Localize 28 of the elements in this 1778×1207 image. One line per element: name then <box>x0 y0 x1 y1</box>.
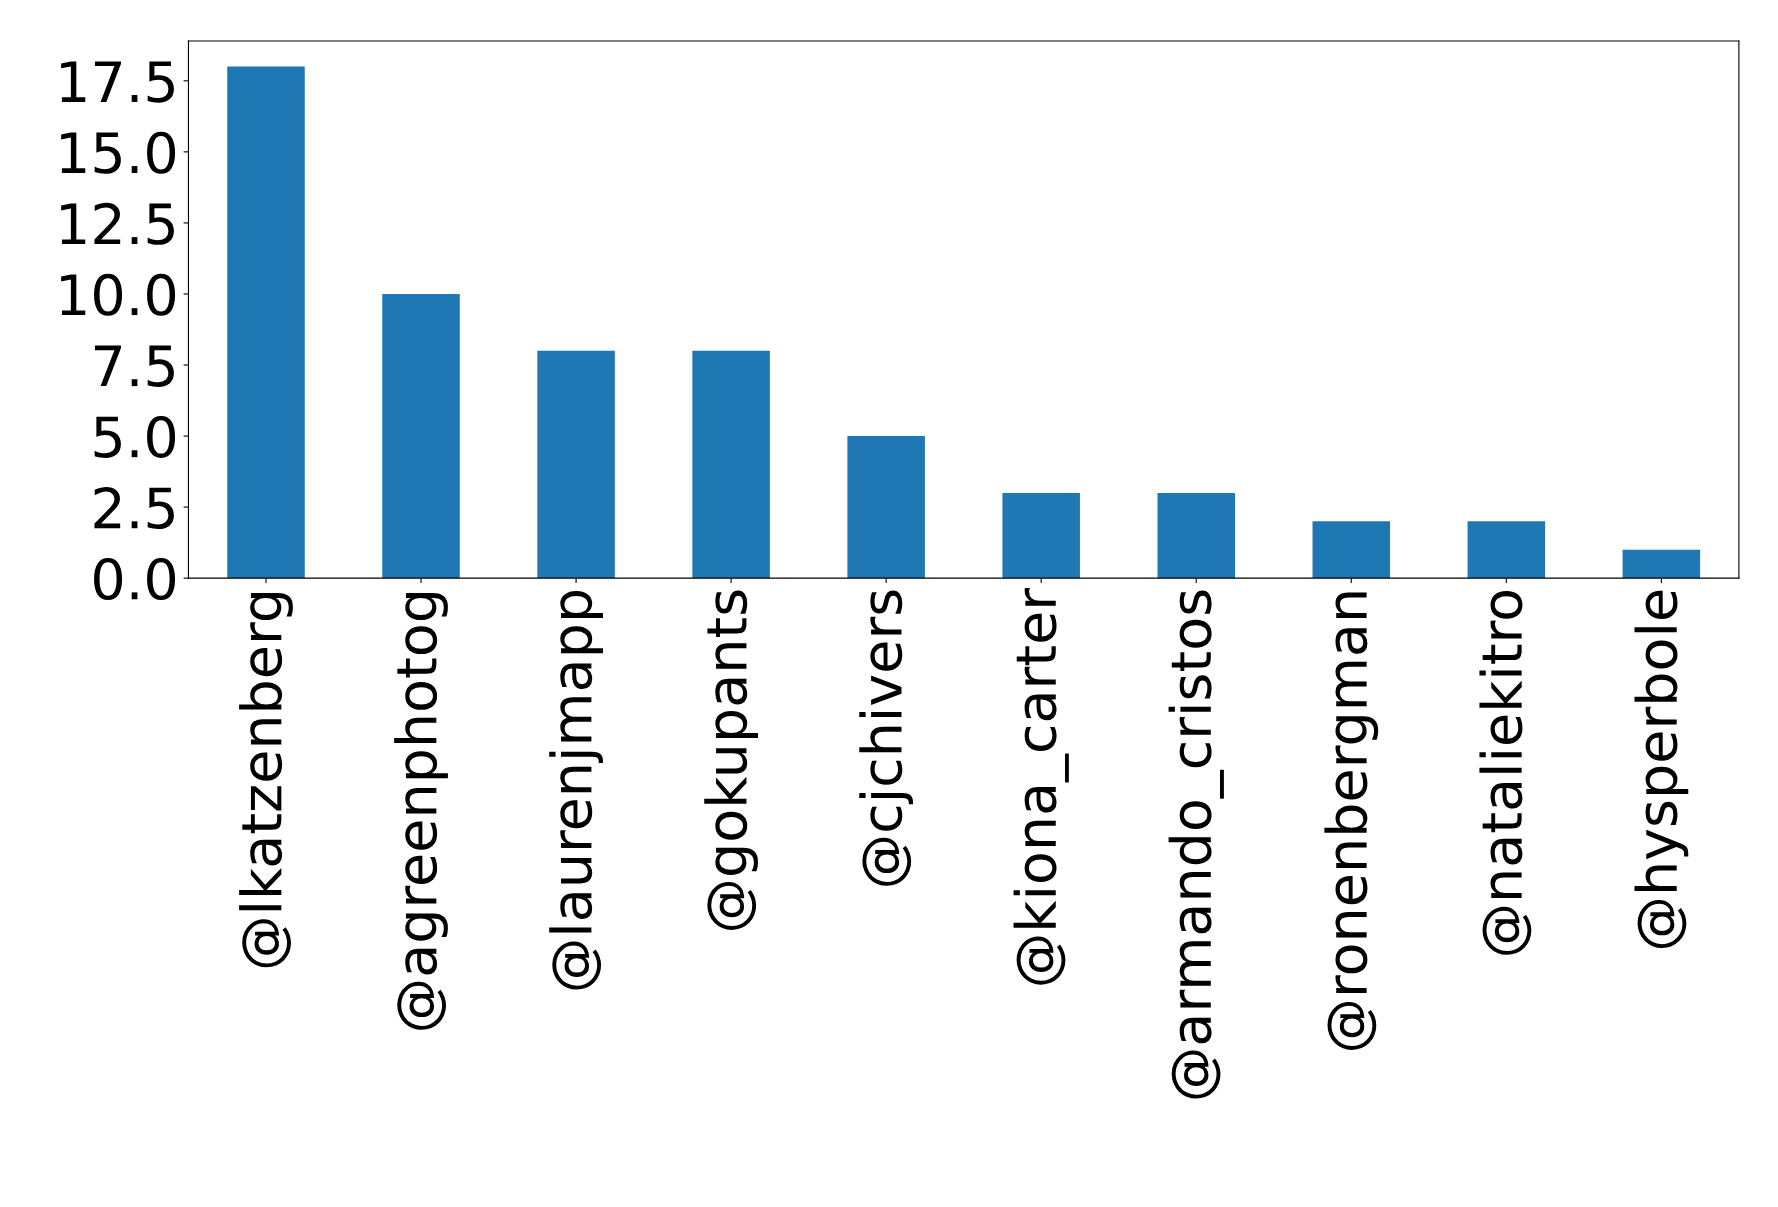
bar <box>1467 521 1546 579</box>
y-tick-label: 17.5 <box>61 61 174 103</box>
bar <box>227 66 305 579</box>
y-tick-label: 15.0 <box>61 131 176 174</box>
x-tick-label: @ronenbergman <box>1324 592 1379 1050</box>
y-tick-label: 12.5 <box>61 202 174 245</box>
x-tick-label: @cjchivers <box>859 590 914 886</box>
bar <box>1622 549 1701 579</box>
x-tick-label: @lkatzenberg <box>239 592 293 968</box>
x-tick-label: @kiona_carter <box>1013 587 1069 985</box>
x-tick-label: @armando_cristos <box>1168 590 1224 1099</box>
x-tick-label: @hysperbole <box>1634 590 1689 948</box>
y-tick-label: 7.5 <box>94 345 174 387</box>
x-tick-label: @gokupants <box>704 590 758 930</box>
bar <box>382 293 460 579</box>
y-tick-label: 0.0 <box>94 558 176 601</box>
x-tick-label: @laurenjmapp <box>549 590 603 990</box>
bar <box>537 350 615 579</box>
bar <box>1157 492 1235 579</box>
y-tick-label: 5.0 <box>94 415 176 458</box>
bar <box>692 350 770 579</box>
bar <box>1002 492 1080 579</box>
x-tick-label: @agreenphotog <box>394 592 448 1030</box>
bar <box>847 436 925 579</box>
y-tick-label: 10.0 <box>61 273 176 316</box>
x-tick-label: @nataliekitro <box>1479 590 1532 955</box>
y-tick-label: 2.5 <box>94 486 174 529</box>
bar <box>1312 521 1391 579</box>
